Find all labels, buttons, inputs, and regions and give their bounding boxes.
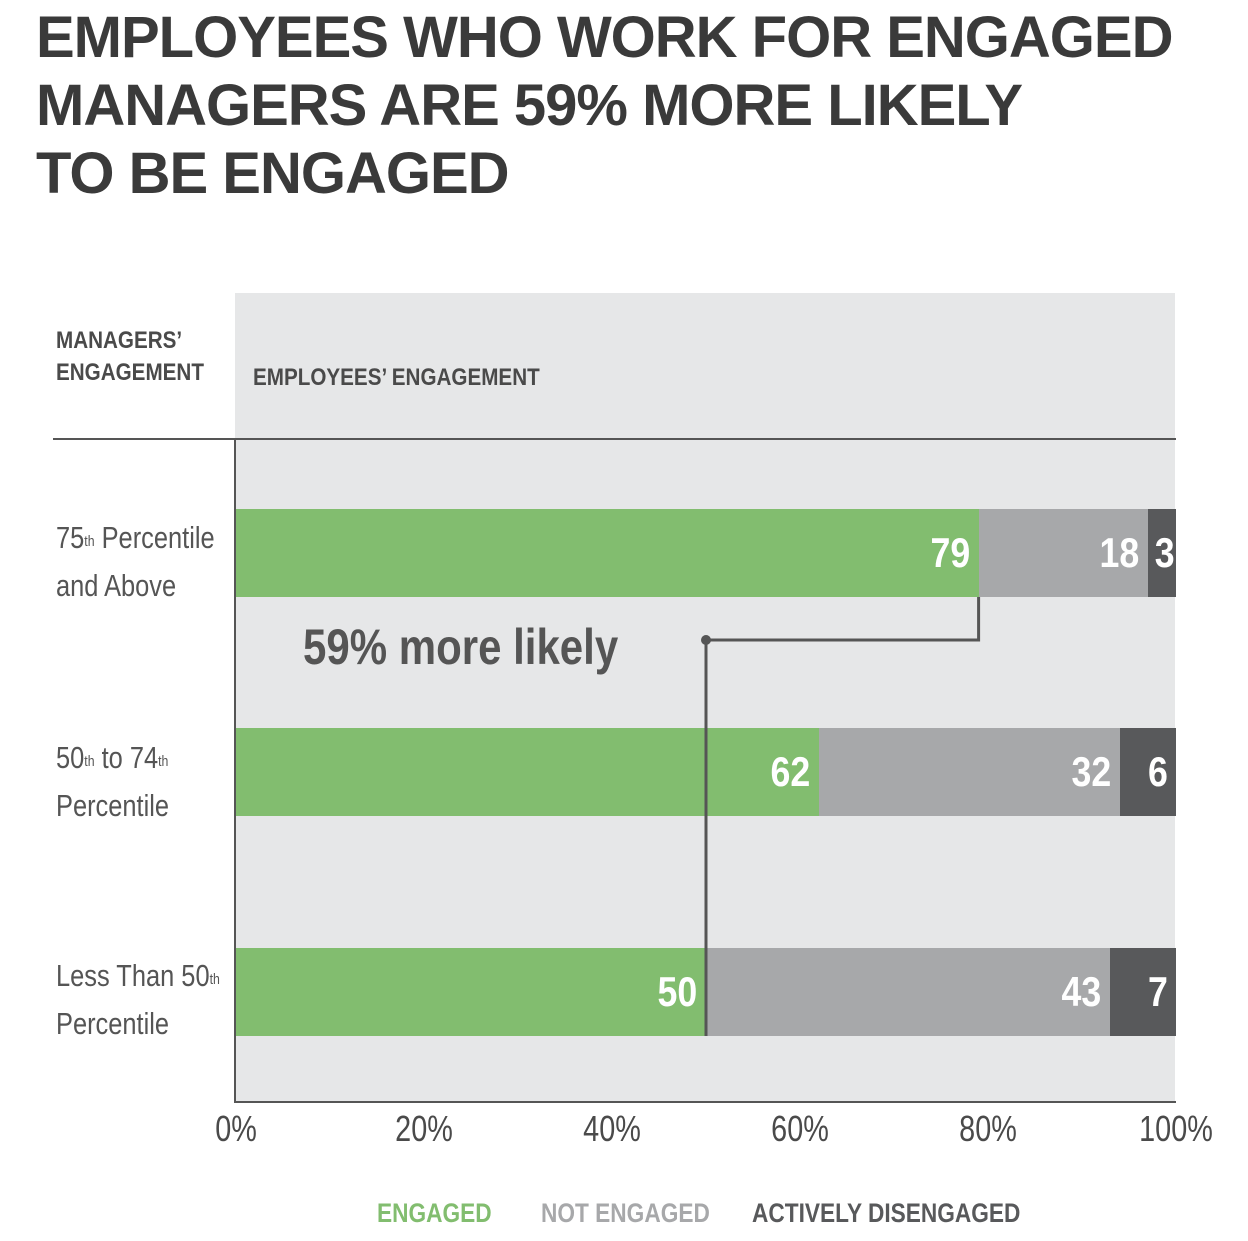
managers-engagement-header: MANAGERS’ ENGAGEMENT — [56, 325, 204, 389]
connector-dot — [701, 635, 711, 645]
bar-not-engaged-row-3: 43 — [706, 948, 1111, 1036]
bar-not-engaged-row-2: 32 — [818, 728, 1120, 816]
chart-title: EMPLOYEES WHO WORK FOR ENGAGED MANAGERS … — [36, 4, 1216, 208]
managers-header-line2: ENGAGEMENT — [56, 359, 204, 386]
legend-actively-disengaged: ACTIVELY DISENGAGED — [752, 1198, 1021, 1228]
x-tick-label: 20% — [395, 1108, 453, 1149]
legend-engaged: ENGAGED — [377, 1198, 492, 1228]
title-line-2: MANAGERS ARE 59% MORE LIKELY — [36, 73, 1023, 138]
bar-engaged-row-2: 62 — [236, 728, 819, 816]
data-label-actively-disengaged-row-2: 6 — [1147, 748, 1168, 795]
data-label-not-engaged-row-2: 32 — [1071, 748, 1112, 795]
row-label-50th-to-74th: 50th to 74th Percentile — [56, 740, 170, 823]
header-rule — [53, 438, 1176, 440]
bar-actively-disengaged-row-1: 3 — [1147, 509, 1176, 597]
title-line-3: TO BE ENGAGED — [36, 141, 510, 206]
data-label-engaged-row-2: 62 — [770, 748, 811, 795]
managers-header-line1: MANAGERS’ — [56, 327, 183, 354]
annotation-59-percent: 59% more likely — [303, 619, 619, 675]
y-axis-line — [234, 440, 236, 1103]
data-label-not-engaged-row-3: 43 — [1061, 968, 1102, 1015]
x-axis-line — [234, 1101, 1176, 1103]
bar-actively-disengaged-row-2: 6 — [1119, 728, 1176, 816]
bar-actively-disengaged-row-3: 7 — [1110, 948, 1176, 1036]
legend-not-engaged: NOT ENGAGED — [541, 1198, 710, 1228]
data-label-actively-disengaged-row-3: 7 — [1147, 968, 1168, 1015]
row-label-less-than-50th: Less Than 50th Percentile — [56, 958, 220, 1041]
data-label-engaged-row-1: 79 — [930, 529, 971, 576]
title-line-1: EMPLOYEES WHO WORK FOR ENGAGED — [36, 5, 1174, 70]
x-tick-label: 0% — [215, 1108, 257, 1149]
bar-engaged-row-1: 79 — [236, 509, 979, 597]
data-label-engaged-row-3: 50 — [657, 968, 698, 1015]
x-tick-label: 100% — [1139, 1108, 1213, 1149]
row-label-75th-and-above: 75th Percentile and Above — [56, 520, 215, 603]
employees-engagement-header: EMPLOYEES’ ENGAGEMENT — [253, 364, 540, 391]
x-tick-label: 80% — [959, 1108, 1017, 1149]
data-label-not-engaged-row-1: 18 — [1099, 529, 1140, 576]
connector-line — [704, 597, 981, 1036]
bar-engaged-row-3: 50 — [236, 948, 706, 1036]
x-tick-label: 60% — [771, 1108, 829, 1149]
data-label-actively-disengaged-row-1: 3 — [1154, 529, 1175, 576]
bar-not-engaged-row-1: 18 — [978, 509, 1148, 597]
x-tick-label: 40% — [583, 1108, 641, 1149]
